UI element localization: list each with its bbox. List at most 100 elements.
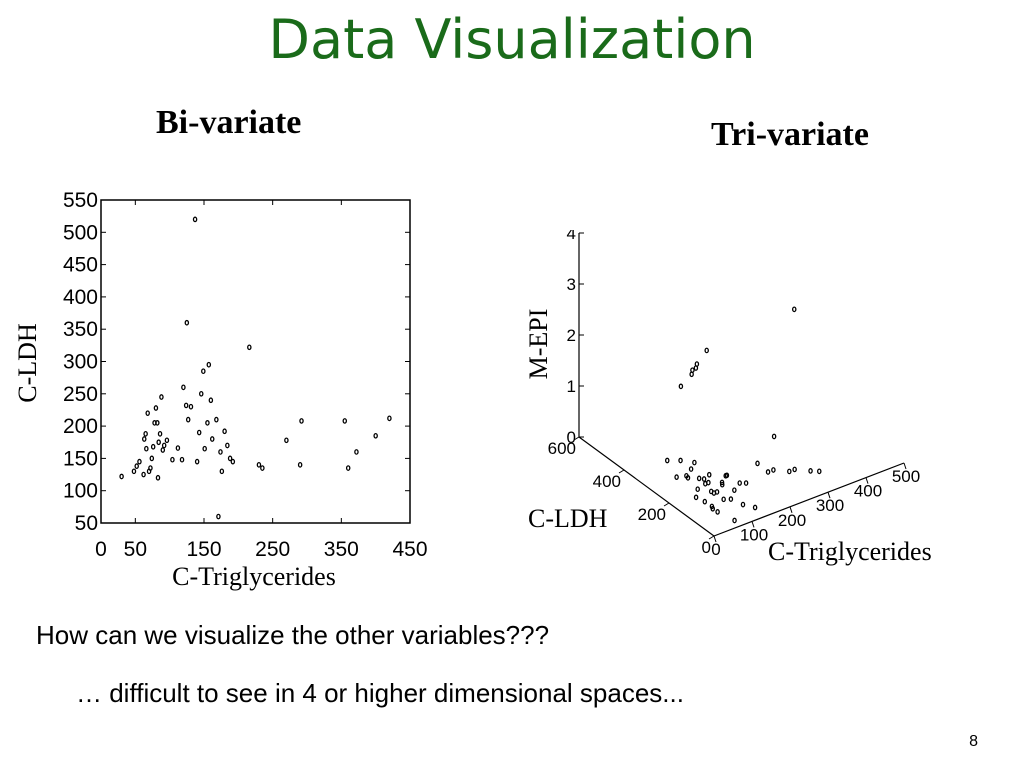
bivariate-data-point	[219, 468, 225, 475]
bivariate-y-tick-label: 100	[63, 480, 98, 503]
trivariate-y-tick-mark	[573, 436, 580, 441]
bivariate-data-point	[153, 405, 159, 411]
trivariate-data-point	[719, 479, 725, 486]
trivariate-y-tick-label: 200	[638, 505, 666, 524]
bivariate-data-point	[164, 437, 170, 444]
bivariate-y-tick-label: 400	[63, 286, 98, 309]
trivariate-x-tick-mark	[903, 462, 907, 470]
trivariate-data-point	[684, 472, 689, 479]
bivariate-data-point	[205, 420, 210, 426]
bivariate-data-point	[227, 455, 233, 462]
trivariate-data-point	[706, 471, 712, 478]
trivariate-data-point	[715, 509, 720, 515]
trivariate-c-triglycerides-axis-line	[713, 462, 905, 537]
page-number: 8	[969, 733, 978, 750]
trivariate-data-point	[701, 476, 707, 482]
trivariate-data-point	[678, 383, 684, 390]
trivariate-data-point	[732, 487, 737, 494]
bivariate-y-tick-label: 250	[63, 383, 98, 406]
bivariate-data-point	[142, 436, 147, 442]
bivariate-y-tick-label: 50	[75, 512, 98, 535]
bivariate-x-tick-label: 250	[255, 538, 290, 561]
bivariate-data-point	[131, 468, 137, 475]
bivariate-data-point	[297, 462, 303, 468]
trivariate-x-tick-mark	[713, 535, 717, 543]
bivariate-data-point	[150, 443, 156, 450]
bivariate-data-point	[202, 445, 207, 452]
trivariate-data-point	[808, 468, 813, 474]
bivariate-plot-frame	[100, 199, 411, 524]
trivariate-data-point	[664, 457, 670, 464]
trivariate-data-point	[714, 489, 720, 495]
bivariate-data-point	[185, 416, 191, 423]
bivariate-y-tick-label: 550	[63, 189, 98, 212]
bivariate-data-point	[141, 471, 146, 478]
slide-title: Data Visualization	[268, 8, 756, 71]
bivariate-x-tick-label: 150	[186, 538, 221, 561]
trivariate-x-tick-mark	[865, 477, 869, 484]
trivariate-y-tick-mark	[708, 535, 715, 540]
bivariate-heading: Bi-variate	[156, 104, 302, 141]
bivariate-data-point	[155, 474, 161, 481]
bivariate-data-point	[342, 418, 348, 424]
trivariate-z-tick-label: 2	[567, 326, 576, 345]
bivariate-data-point	[194, 458, 200, 465]
trivariate-x-tick-label: 100	[740, 525, 768, 544]
trivariate-y-tick-label: 600	[548, 439, 576, 458]
bivariate-data-point	[260, 465, 265, 471]
trivariate-x-tick-mark	[789, 506, 793, 513]
trivariate-data-point	[755, 460, 760, 467]
bivariate-data-point	[230, 458, 236, 465]
trivariate-data-point	[792, 466, 797, 473]
trivariate-x-tick-label: 200	[778, 511, 806, 530]
trivariate-data-point	[728, 496, 734, 502]
trivariate-data-point	[765, 469, 771, 475]
trivariate-y-tick-label: 400	[593, 472, 621, 491]
trivariate-data-point	[737, 480, 742, 486]
question-text: How can we visualize the other variables…	[36, 620, 550, 650]
bivariate-y-tick-label: 500	[63, 221, 98, 244]
trivariate-x-tick-label: 300	[816, 496, 844, 515]
bivariate-data-point	[387, 415, 392, 422]
bivariate-data-point	[354, 449, 359, 455]
trivariate-x-tick-label: 400	[854, 482, 882, 501]
trivariate-data-point	[710, 505, 715, 512]
bivariate-data-point	[159, 394, 164, 400]
bivariate-data-point	[137, 458, 142, 465]
note-text: … difficult to see in 4 or higher dimens…	[76, 678, 684, 708]
bivariate-data-point	[144, 445, 149, 452]
trivariate-y-tick-mark	[663, 502, 670, 507]
bivariate-data-point	[206, 361, 212, 368]
trivariate-data-point	[696, 475, 702, 482]
bivariate-data-point	[225, 442, 230, 449]
bivariate-data-point	[196, 429, 202, 436]
bivariate-x-tick-label: 50	[124, 538, 147, 561]
bivariate-data-point	[155, 420, 160, 426]
trivariate-data-point	[706, 479, 711, 486]
trivariate-m-epi-axis-label: M-EPI	[524, 309, 553, 380]
bivariate-data-point	[345, 465, 351, 471]
trivariate-data-point	[817, 468, 822, 475]
trivariate-data-point	[787, 468, 792, 475]
bivariate-y-tick-label: 200	[63, 415, 98, 438]
bivariate-y-tick-label: 450	[63, 254, 98, 277]
bivariate-data-point	[216, 513, 221, 520]
trivariate-x-tick-label: 500	[892, 467, 920, 486]
bivariate-data-point	[119, 473, 124, 480]
trivariate-c-ldh-axis-label: C-LDH	[528, 504, 608, 533]
trivariate-data-point	[721, 496, 726, 503]
bivariate-x-tick-label: 450	[392, 538, 427, 561]
bivariate-x-tick-label: 350	[324, 538, 359, 561]
trivariate-data-point	[771, 433, 777, 440]
trivariate-data-point	[692, 459, 697, 466]
bivariate-data-point	[208, 397, 214, 404]
trivariate-x-tick-mark	[751, 521, 755, 528]
bivariate-data-point	[247, 344, 252, 351]
trivariate-data-point	[690, 367, 695, 374]
trivariate-data-point	[693, 494, 699, 501]
bivariate-data-point	[256, 462, 262, 468]
bivariate-data-point	[161, 442, 167, 449]
trivariate-c-triglycerides-axis-label: C-Triglycerides	[768, 537, 932, 566]
